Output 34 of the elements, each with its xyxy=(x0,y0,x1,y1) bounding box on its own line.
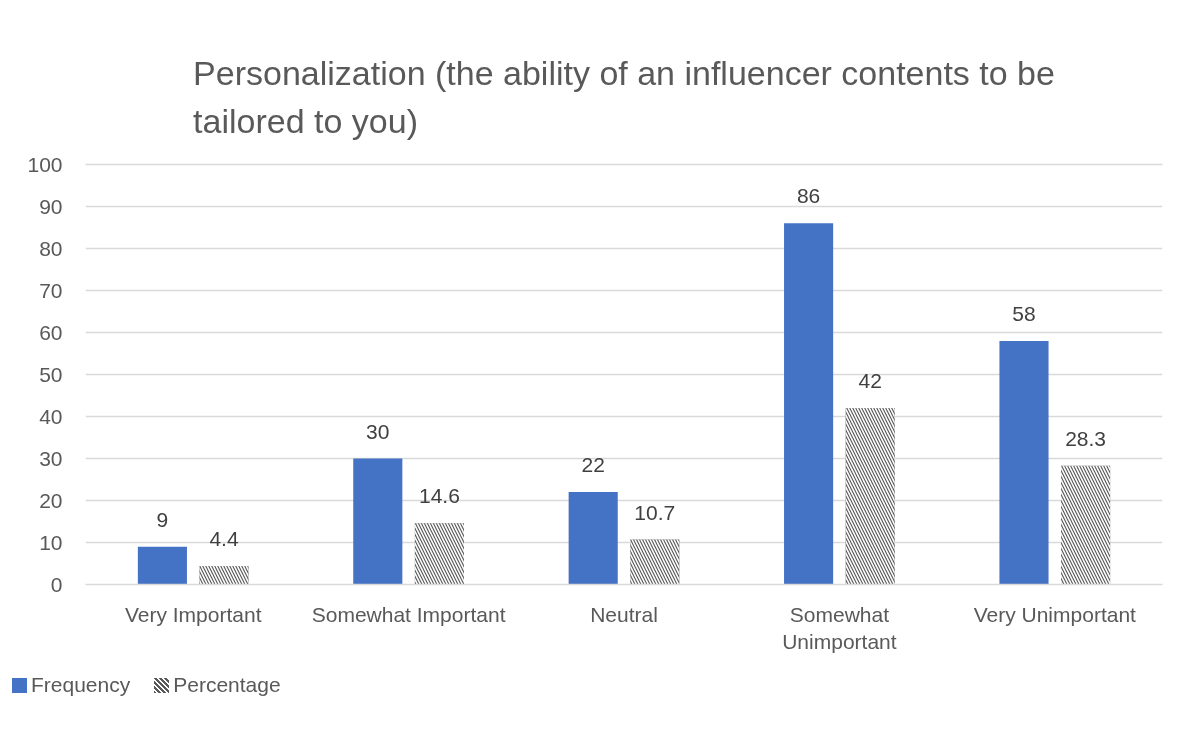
bar xyxy=(353,458,403,585)
data-label: 86 xyxy=(796,184,821,208)
data-label: 30 xyxy=(366,419,390,443)
y-tick-label: 0 xyxy=(50,572,63,596)
data-label: 10.7 xyxy=(634,500,676,524)
data-label: 42 xyxy=(858,369,882,393)
data-label: 14.6 xyxy=(418,484,460,508)
legend-label: Frequency xyxy=(31,672,131,698)
y-tick-label: 10 xyxy=(39,530,63,554)
y-tick-label: 50 xyxy=(39,362,63,386)
bar xyxy=(137,546,187,585)
y-tick-label: 30 xyxy=(39,446,63,470)
y-tick-label: 40 xyxy=(39,404,63,428)
chart-title: Personalization (the ability of an influencer contents to be tailored to you) xyxy=(193,54,1055,140)
bar xyxy=(568,492,618,585)
x-tick-label: Very Unimportant xyxy=(973,602,1137,626)
x-tick-label: Neutral xyxy=(590,602,658,626)
y-tick-label: 20 xyxy=(39,488,63,512)
bar xyxy=(784,223,834,585)
y-tick-label: 80 xyxy=(39,236,63,260)
x-tick-label: Somewhat Important xyxy=(311,602,506,626)
data-label: 4.4 xyxy=(209,527,239,551)
y-tick-label: 90 xyxy=(39,194,63,218)
x-tick-label: Very Important xyxy=(124,602,262,626)
x-tick-label: Somewhat Unimportant xyxy=(782,602,897,654)
legend-label: Percentage xyxy=(173,672,281,698)
y-tick-label: 100 xyxy=(27,152,63,176)
y-tick-label: 70 xyxy=(39,278,63,302)
data-label: 58 xyxy=(1012,301,1036,325)
bar xyxy=(999,340,1049,585)
data-label: 28.3 xyxy=(1065,426,1107,450)
data-label: 9 xyxy=(156,507,169,531)
data-label: 22 xyxy=(581,453,605,477)
y-tick-label: 60 xyxy=(39,320,63,344)
